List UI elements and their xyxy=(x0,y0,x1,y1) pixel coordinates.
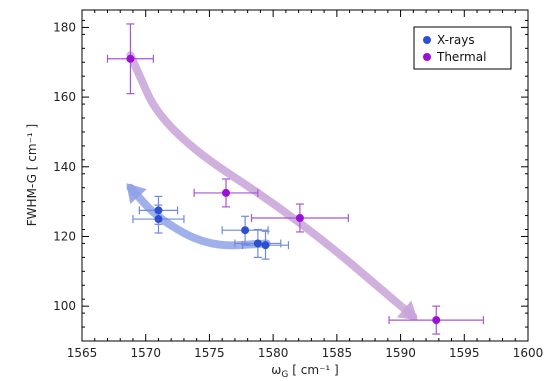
x-tick-label: 1565 xyxy=(67,346,98,360)
legend: X-rays Thermal xyxy=(413,26,512,70)
y-tick-label: 160 xyxy=(53,90,76,104)
y-tick-label: 180 xyxy=(53,20,76,34)
legend-marker-xrays xyxy=(423,36,431,44)
x-tick-label: 1600 xyxy=(513,346,544,360)
xrays-point xyxy=(261,241,270,250)
thermal-point xyxy=(221,188,230,197)
thermal-point xyxy=(126,54,135,63)
x-tick-label: 1570 xyxy=(130,346,161,360)
y-axis-label: FWHM-G [ cm⁻¹ ] xyxy=(25,124,39,226)
x-tick-label: 1590 xyxy=(385,346,416,360)
xrays-point xyxy=(154,215,163,224)
plot-frame xyxy=(81,9,529,342)
legend-label-thermal: Thermal xyxy=(436,50,486,64)
trend-arrow-head-0 xyxy=(397,300,418,321)
xrays-point xyxy=(253,239,262,248)
thermal-point xyxy=(295,214,304,223)
y-tick-label: 120 xyxy=(53,229,76,243)
legend-label-xrays: X-rays xyxy=(437,33,475,47)
xrays-point xyxy=(241,226,250,235)
xrays-point xyxy=(154,206,163,215)
y-tick-label: 100 xyxy=(53,299,76,313)
trend-arrows xyxy=(126,51,418,321)
y-axis-ticks: 100 120 140 160 180 xyxy=(53,19,528,342)
x-tick-label: 1575 xyxy=(194,346,225,360)
x-axis-label: ωG[ cm⁻¹ ] xyxy=(271,363,338,380)
x-tick-label: 1580 xyxy=(258,346,289,360)
x-tick-label: 1595 xyxy=(449,346,480,360)
trend-arrow-head-1 xyxy=(126,183,147,204)
legend-marker-thermal xyxy=(423,53,431,61)
legend-box xyxy=(413,26,512,70)
error-bars xyxy=(106,23,484,335)
thermal-point xyxy=(432,316,441,325)
data-points xyxy=(126,54,441,325)
x-tick-label: 1585 xyxy=(322,346,353,360)
y-tick-label: 140 xyxy=(53,160,76,174)
x-axis-ticks: 1565 1570 1575 1580 1585 1590 1595 1600 xyxy=(67,10,544,360)
trend-arrow-shaft-0 xyxy=(126,51,418,321)
